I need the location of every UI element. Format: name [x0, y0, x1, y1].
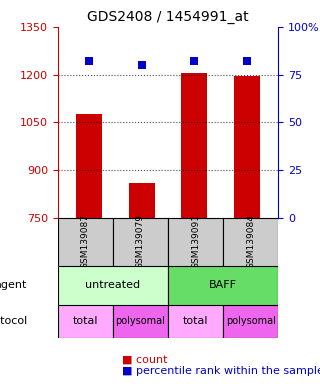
Bar: [129, 183, 155, 218]
FancyBboxPatch shape: [113, 218, 168, 266]
Text: BAFF: BAFF: [209, 280, 237, 290]
Text: GSM139079: GSM139079: [136, 214, 145, 270]
FancyBboxPatch shape: [58, 218, 113, 266]
Title: GDS2408 / 1454991_at: GDS2408 / 1454991_at: [87, 10, 249, 25]
FancyBboxPatch shape: [223, 305, 278, 338]
Text: total: total: [72, 316, 98, 326]
Text: protocol: protocol: [0, 316, 27, 326]
Text: polysomal: polysomal: [116, 316, 165, 326]
Text: ■ count: ■ count: [122, 355, 167, 365]
FancyBboxPatch shape: [168, 305, 223, 338]
FancyBboxPatch shape: [223, 218, 278, 266]
Text: total: total: [183, 316, 208, 326]
Text: GSM139091: GSM139091: [191, 214, 200, 270]
FancyBboxPatch shape: [58, 305, 113, 338]
FancyBboxPatch shape: [113, 305, 168, 338]
FancyBboxPatch shape: [168, 218, 223, 266]
FancyBboxPatch shape: [168, 266, 278, 305]
Bar: [234, 76, 260, 218]
Bar: [181, 73, 207, 218]
FancyBboxPatch shape: [58, 266, 168, 305]
Text: polysomal: polysomal: [226, 316, 276, 326]
Text: GSM139087: GSM139087: [81, 214, 90, 270]
Text: untreated: untreated: [85, 280, 140, 290]
Text: GSM139084: GSM139084: [246, 215, 255, 269]
Text: agent: agent: [0, 280, 27, 290]
Text: ■ percentile rank within the sample: ■ percentile rank within the sample: [122, 366, 320, 376]
Bar: [76, 114, 102, 218]
